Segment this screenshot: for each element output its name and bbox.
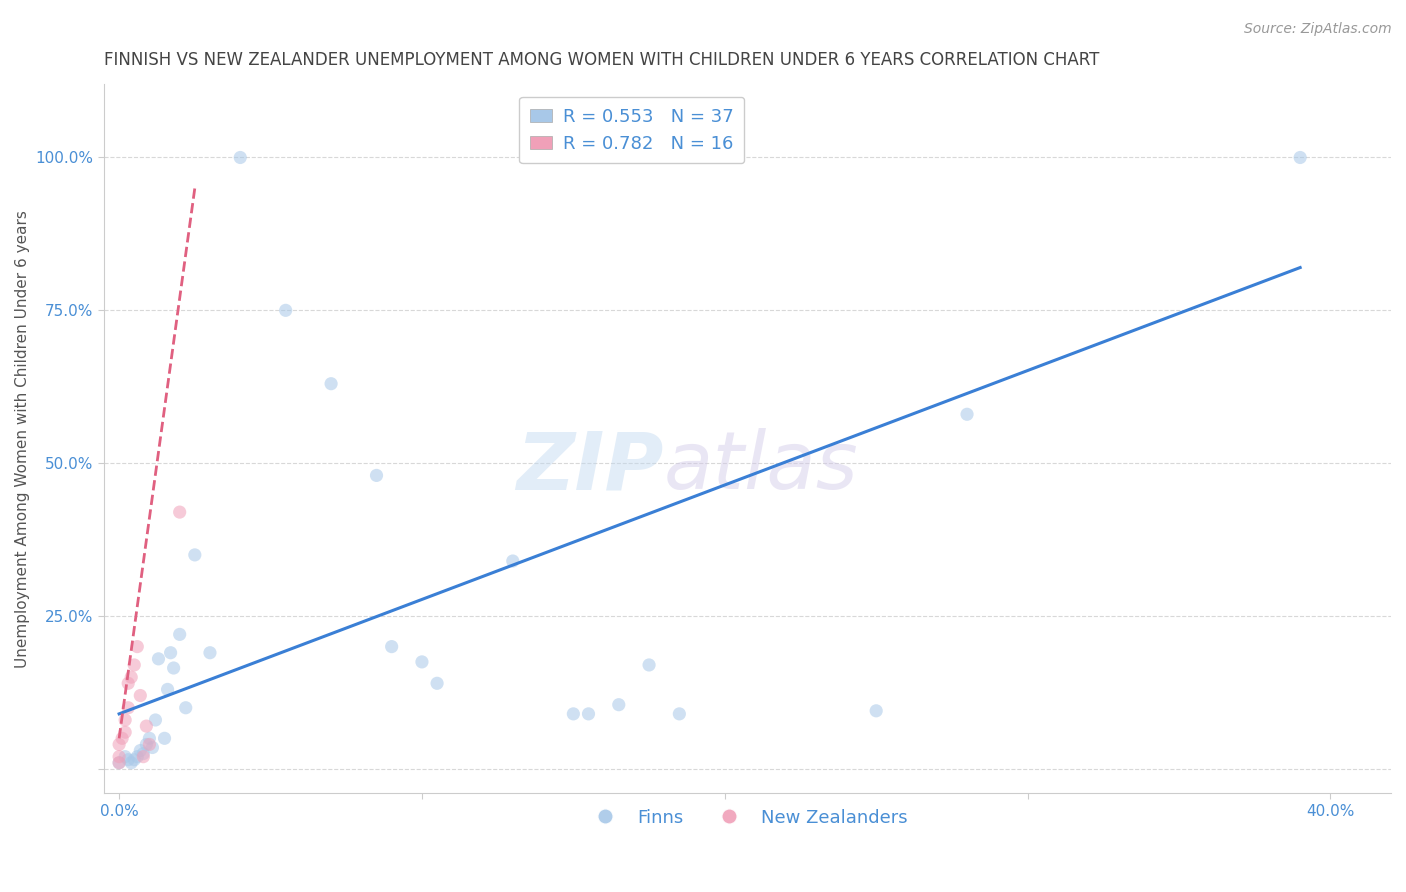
- Point: [159, 646, 181, 660]
- Point: [129, 689, 152, 703]
- Point: [174, 700, 197, 714]
- Text: ZIP: ZIP: [516, 428, 664, 506]
- Point: [865, 704, 887, 718]
- Point: [198, 646, 221, 660]
- Point: [145, 713, 167, 727]
- Point: [229, 151, 252, 165]
- Point: [319, 376, 342, 391]
- Point: [956, 407, 979, 421]
- Point: [162, 661, 184, 675]
- Legend: Finns, New Zealanders: Finns, New Zealanders: [579, 802, 915, 834]
- Point: [117, 676, 139, 690]
- Text: Source: ZipAtlas.com: Source: ZipAtlas.com: [1244, 22, 1392, 37]
- Point: [138, 738, 160, 752]
- Text: FINNISH VS NEW ZEALANDER UNEMPLOYMENT AMONG WOMEN WITH CHILDREN UNDER 6 YEARS CO: FINNISH VS NEW ZEALANDER UNEMPLOYMENT AM…: [104, 51, 1099, 69]
- Point: [169, 627, 191, 641]
- Text: atlas: atlas: [664, 428, 859, 506]
- Point: [274, 303, 297, 318]
- Point: [129, 743, 152, 757]
- Point: [132, 749, 155, 764]
- Point: [122, 657, 145, 672]
- Point: [114, 725, 136, 739]
- Point: [411, 655, 433, 669]
- Point: [120, 670, 142, 684]
- Point: [127, 640, 149, 654]
- Point: [562, 706, 585, 721]
- Point: [1289, 151, 1312, 165]
- Point: [122, 753, 145, 767]
- Point: [127, 749, 149, 764]
- Point: [108, 756, 131, 770]
- Point: [114, 749, 136, 764]
- Point: [141, 740, 163, 755]
- Point: [111, 731, 134, 746]
- Point: [381, 640, 404, 654]
- Point: [607, 698, 630, 712]
- Point: [135, 738, 157, 752]
- Point: [120, 756, 142, 770]
- Point: [578, 706, 600, 721]
- Point: [668, 706, 690, 721]
- Point: [184, 548, 207, 562]
- Point: [108, 738, 131, 752]
- Point: [366, 468, 388, 483]
- Point: [169, 505, 191, 519]
- Point: [114, 713, 136, 727]
- Point: [108, 756, 131, 770]
- Point: [156, 682, 179, 697]
- Y-axis label: Unemployment Among Women with Children Under 6 years: Unemployment Among Women with Children U…: [15, 210, 30, 668]
- Point: [638, 657, 661, 672]
- Point: [117, 700, 139, 714]
- Point: [132, 747, 155, 761]
- Point: [153, 731, 176, 746]
- Point: [108, 749, 131, 764]
- Point: [117, 753, 139, 767]
- Point: [502, 554, 524, 568]
- Point: [138, 731, 160, 746]
- Point: [426, 676, 449, 690]
- Point: [135, 719, 157, 733]
- Point: [148, 652, 170, 666]
